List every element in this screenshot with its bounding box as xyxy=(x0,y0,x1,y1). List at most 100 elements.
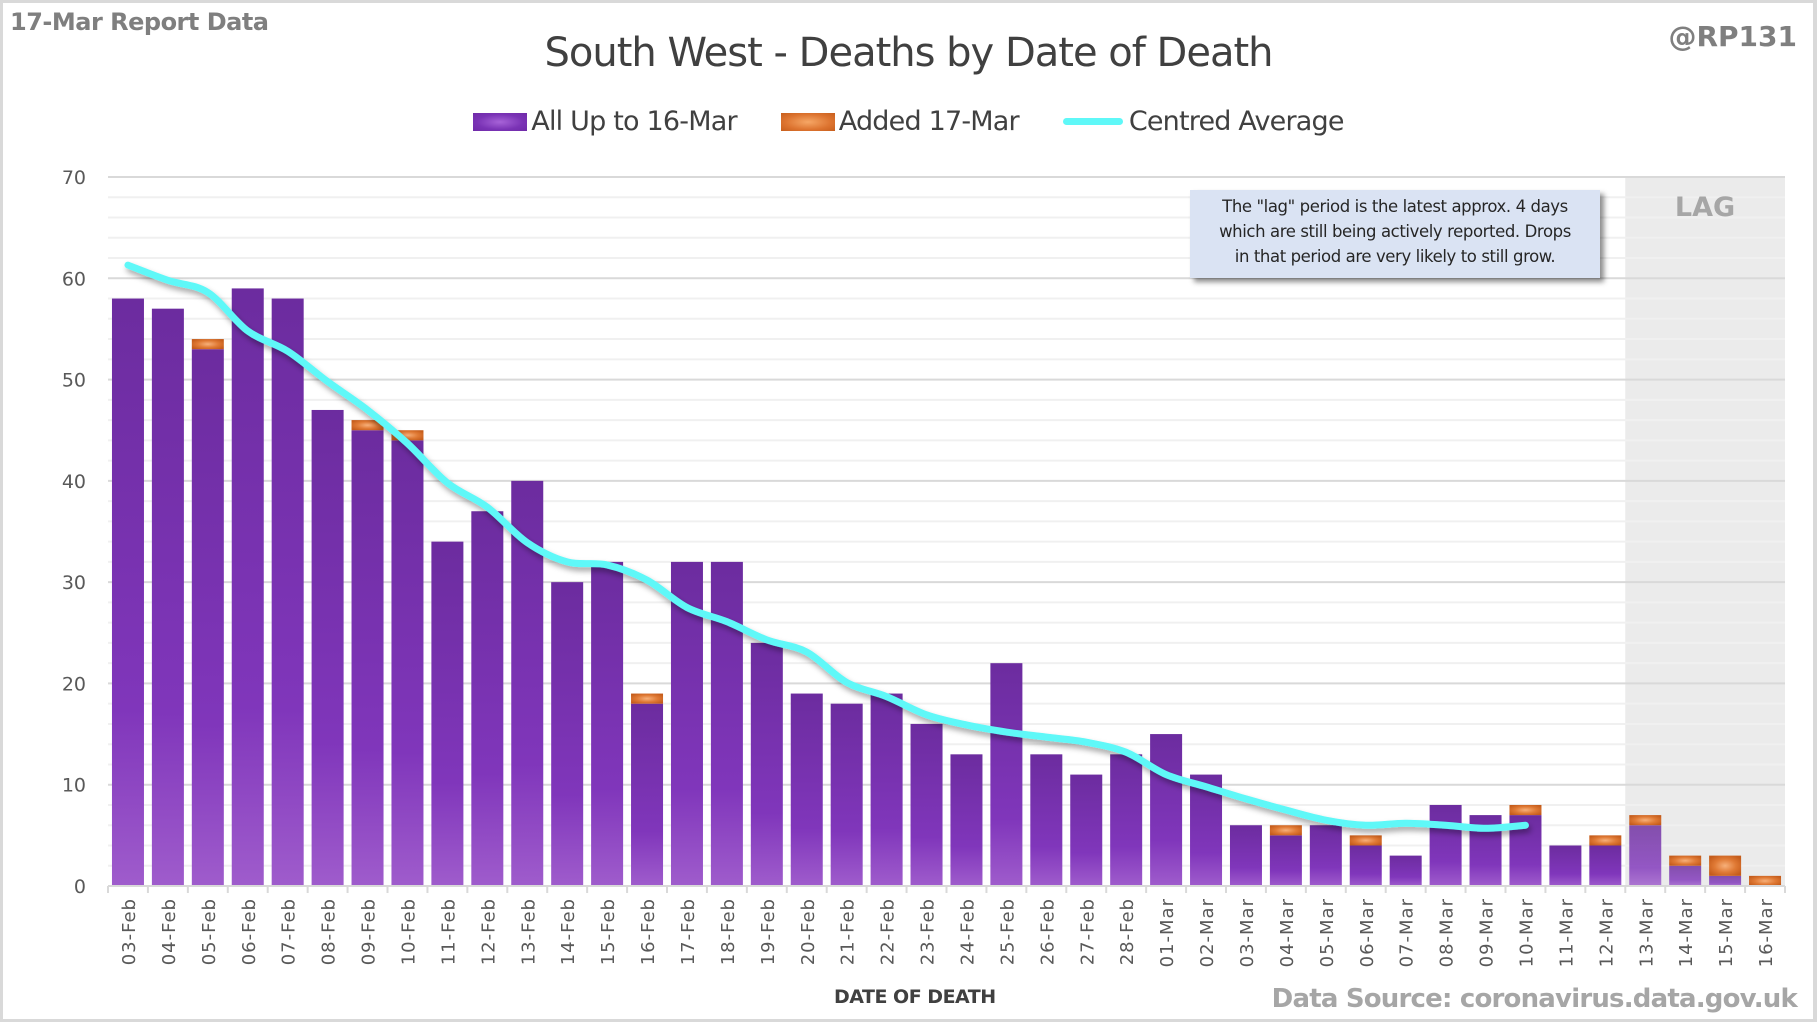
bar-added xyxy=(1509,804,1542,816)
bar-added xyxy=(1669,855,1702,866)
bar-all-up-to xyxy=(431,541,464,886)
x-axis-title: DATE OF DEATH xyxy=(834,986,996,1008)
y-tick-label: 50 xyxy=(62,370,86,392)
legend-label: All Up to 16-Mar xyxy=(531,106,737,137)
legend-label: Added 17-Mar xyxy=(838,106,1020,137)
x-tick-label: 15-Mar xyxy=(1716,898,1737,967)
x-tick-label: 13-Mar xyxy=(1636,898,1657,967)
x-tick-label: 03-Mar xyxy=(1237,898,1258,967)
x-tick-label: 17-Feb xyxy=(678,898,699,965)
x-tick-label: 27-Feb xyxy=(1077,898,1098,965)
lag-background xyxy=(1625,177,1785,886)
bar-all-up-to xyxy=(710,561,743,886)
bar-all-up-to xyxy=(231,288,264,886)
bar-all-up-to xyxy=(551,582,584,886)
bar-all-up-to xyxy=(151,308,184,887)
x-tick-label: 26-Feb xyxy=(1037,898,1058,965)
x-tick-label: 09-Mar xyxy=(1477,898,1498,967)
bar-all-up-to xyxy=(631,703,664,886)
bar-added xyxy=(1749,875,1782,886)
bar-all-up-to xyxy=(790,693,823,886)
bar-added xyxy=(1349,835,1382,846)
x-tick-label: 22-Feb xyxy=(878,898,899,965)
x-tick-label: 11-Feb xyxy=(438,898,459,965)
x-tick-label: 03-Feb xyxy=(119,898,140,965)
bar-added xyxy=(351,420,384,431)
x-tick-label: 16-Mar xyxy=(1756,898,1777,967)
x-tick-label: 02-Mar xyxy=(1197,898,1218,967)
bar-added xyxy=(631,693,664,704)
x-tick-label: 16-Feb xyxy=(638,898,659,965)
x-tick-label: 07-Feb xyxy=(279,898,300,965)
bar-added xyxy=(391,430,424,441)
bar-all-up-to xyxy=(870,693,903,886)
legend-swatch-purple xyxy=(473,112,528,131)
x-tick-label: 18-Feb xyxy=(718,898,739,965)
x-tick-label: 23-Feb xyxy=(918,898,939,965)
legend-swatch-line xyxy=(1062,118,1123,125)
bar-all-up-to xyxy=(1309,825,1342,886)
x-tick-label: 01-Mar xyxy=(1157,898,1178,967)
legend-item-average: Centred Average xyxy=(1062,106,1345,137)
bar-all-up-to xyxy=(1229,825,1262,886)
x-tick-label: 25-Feb xyxy=(997,898,1018,965)
bar-all-up-to xyxy=(271,298,304,886)
y-axis-labels: 0 10 20 30 40 50 60 70 xyxy=(62,167,86,898)
bar-all-up-to xyxy=(1030,754,1063,886)
x-tick-label: 04-Mar xyxy=(1277,898,1298,967)
bar-all-up-to xyxy=(1669,865,1702,886)
bar-all-up-to xyxy=(1150,734,1183,886)
bar-all-up-to xyxy=(1269,835,1302,886)
x-tick-label: 15-Feb xyxy=(598,898,619,965)
x-tick-label: 07-Mar xyxy=(1397,898,1418,967)
note-line: The "lag" period is the latest approx. 4… xyxy=(1222,197,1568,216)
x-tick-label: 12-Mar xyxy=(1596,898,1617,967)
bar-all-up-to xyxy=(391,440,424,886)
bar-added xyxy=(1269,825,1302,836)
x-tick-label: 20-Feb xyxy=(798,898,819,965)
x-tick-label: 06-Feb xyxy=(239,898,260,965)
bar-added xyxy=(1589,835,1622,846)
x-tick-label: 10-Feb xyxy=(398,898,419,965)
x-tick-label: 09-Feb xyxy=(359,898,380,965)
x-tick-label: 21-Feb xyxy=(838,898,859,965)
bar-all-up-to xyxy=(1389,855,1422,886)
bar-all-up-to xyxy=(1429,804,1462,886)
bar-all-up-to xyxy=(1709,875,1742,886)
lag-label: LAG xyxy=(1674,192,1736,223)
bar-all-up-to xyxy=(990,663,1023,886)
y-tick-label: 10 xyxy=(62,775,86,797)
note-line: which are still being actively reported.… xyxy=(1219,222,1571,241)
bar-all-up-to xyxy=(950,754,983,886)
legend-label: Centred Average xyxy=(1128,106,1345,137)
lag-note-box: The "lag" period is the latest approx. 4… xyxy=(1190,190,1600,278)
x-tick-label: 04-Feb xyxy=(159,898,180,965)
y-tick-label: 60 xyxy=(62,268,86,290)
y-tick-label: 70 xyxy=(62,167,86,189)
bars xyxy=(111,288,1782,887)
x-tick-label: 14-Feb xyxy=(558,898,579,965)
bar-added xyxy=(191,339,224,350)
legend-item-added: Added 17-Mar xyxy=(780,106,1020,137)
legend: All Up to 16-Mar Added 17-Mar Centred Av… xyxy=(0,106,1817,137)
bar-all-up-to xyxy=(750,642,783,886)
x-tick-label: 05-Mar xyxy=(1317,898,1338,967)
bar-all-up-to xyxy=(311,409,344,886)
chart-title: South West - Deaths by Date of Death xyxy=(544,30,1273,76)
x-tick-label: 28-Feb xyxy=(1117,898,1138,965)
x-axis: 03-Feb 04-Feb 05-Feb 06-Feb 07-Feb 08-Feb 09-F… xyxy=(107,885,1786,967)
bar-all-up-to xyxy=(1349,845,1382,886)
y-tick-label: 20 xyxy=(62,673,86,695)
average-line-group xyxy=(124,261,1529,832)
x-tick-label: 24-Feb xyxy=(957,898,978,965)
x-tick-label: 06-Mar xyxy=(1357,898,1378,967)
x-tick-label: 12-Feb xyxy=(478,898,499,965)
bar-all-up-to xyxy=(1549,845,1582,886)
x-tick-label: 05-Feb xyxy=(199,898,220,965)
bar-all-up-to xyxy=(1629,825,1662,886)
y-tick-label: 40 xyxy=(62,471,86,493)
bar-all-up-to xyxy=(670,561,703,886)
x-tick-label: 08-Mar xyxy=(1437,898,1458,967)
data-source-label: Data Source: coronavirus.data.gov.uk xyxy=(1271,984,1798,1014)
